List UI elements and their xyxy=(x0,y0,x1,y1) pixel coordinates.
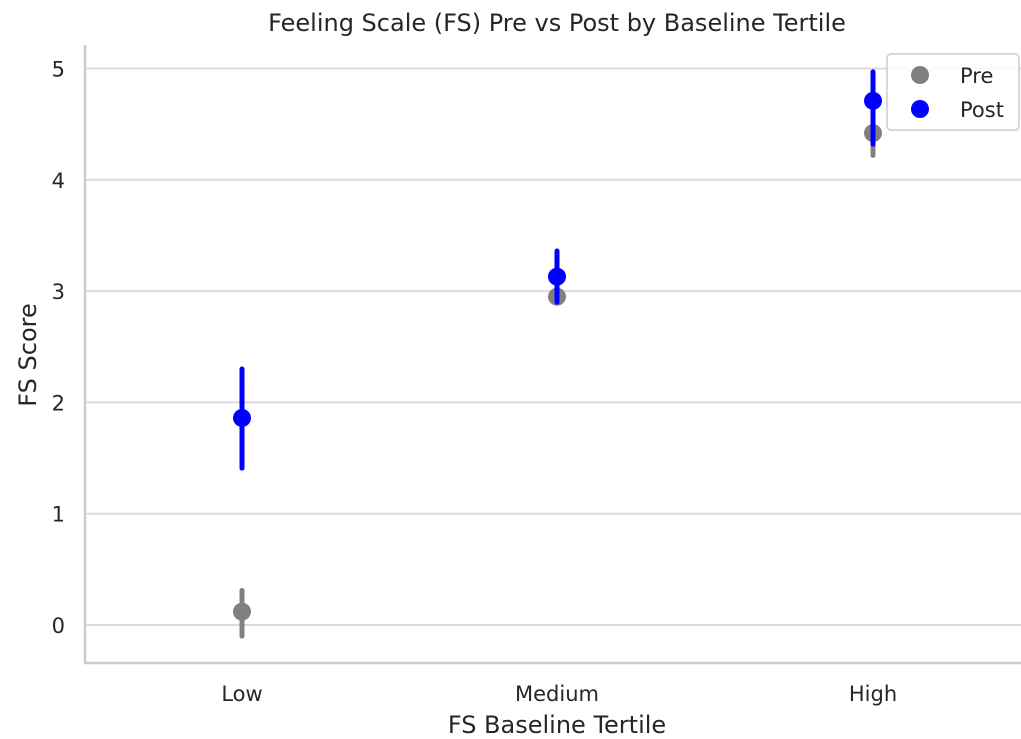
legend: Pre Post xyxy=(886,53,1020,131)
point-post-medium xyxy=(548,267,566,286)
point-post-low xyxy=(233,408,251,427)
grid xyxy=(85,67,1021,626)
y-tick-label-2: 2 xyxy=(52,391,65,415)
y-tick-label-1: 1 xyxy=(52,503,65,527)
x-tick-label-medium: Medium xyxy=(515,682,599,706)
y-axis-label: FS Score xyxy=(14,303,42,406)
y-tick-label-3: 3 xyxy=(52,280,65,304)
series-pre xyxy=(233,108,882,639)
y-tick-label-4: 4 xyxy=(52,169,65,193)
axes-spines xyxy=(83,45,1021,665)
legend-label-post: Post xyxy=(960,98,1004,122)
y-axis-ticks: 0 1 2 3 4 5 xyxy=(52,58,65,639)
series xyxy=(233,69,882,639)
x-axis-label: FS Baseline Tertile xyxy=(448,711,666,739)
x-axis-ticks: Low Medium High xyxy=(221,682,897,706)
point-pre-low xyxy=(233,602,251,621)
legend-marker-post xyxy=(911,100,929,118)
chart-title: Feeling Scale (FS) Pre vs Post by Baseli… xyxy=(268,9,846,37)
y-tick-label-0: 0 xyxy=(52,614,65,638)
x-tick-label-low: Low xyxy=(221,682,262,706)
x-tick-label-high: High xyxy=(849,682,897,706)
series-post xyxy=(233,69,882,471)
point-post-high xyxy=(864,91,882,110)
legend-marker-pre xyxy=(911,66,929,84)
legend-label-pre: Pre xyxy=(960,64,993,88)
y-tick-label-5: 5 xyxy=(52,58,65,82)
